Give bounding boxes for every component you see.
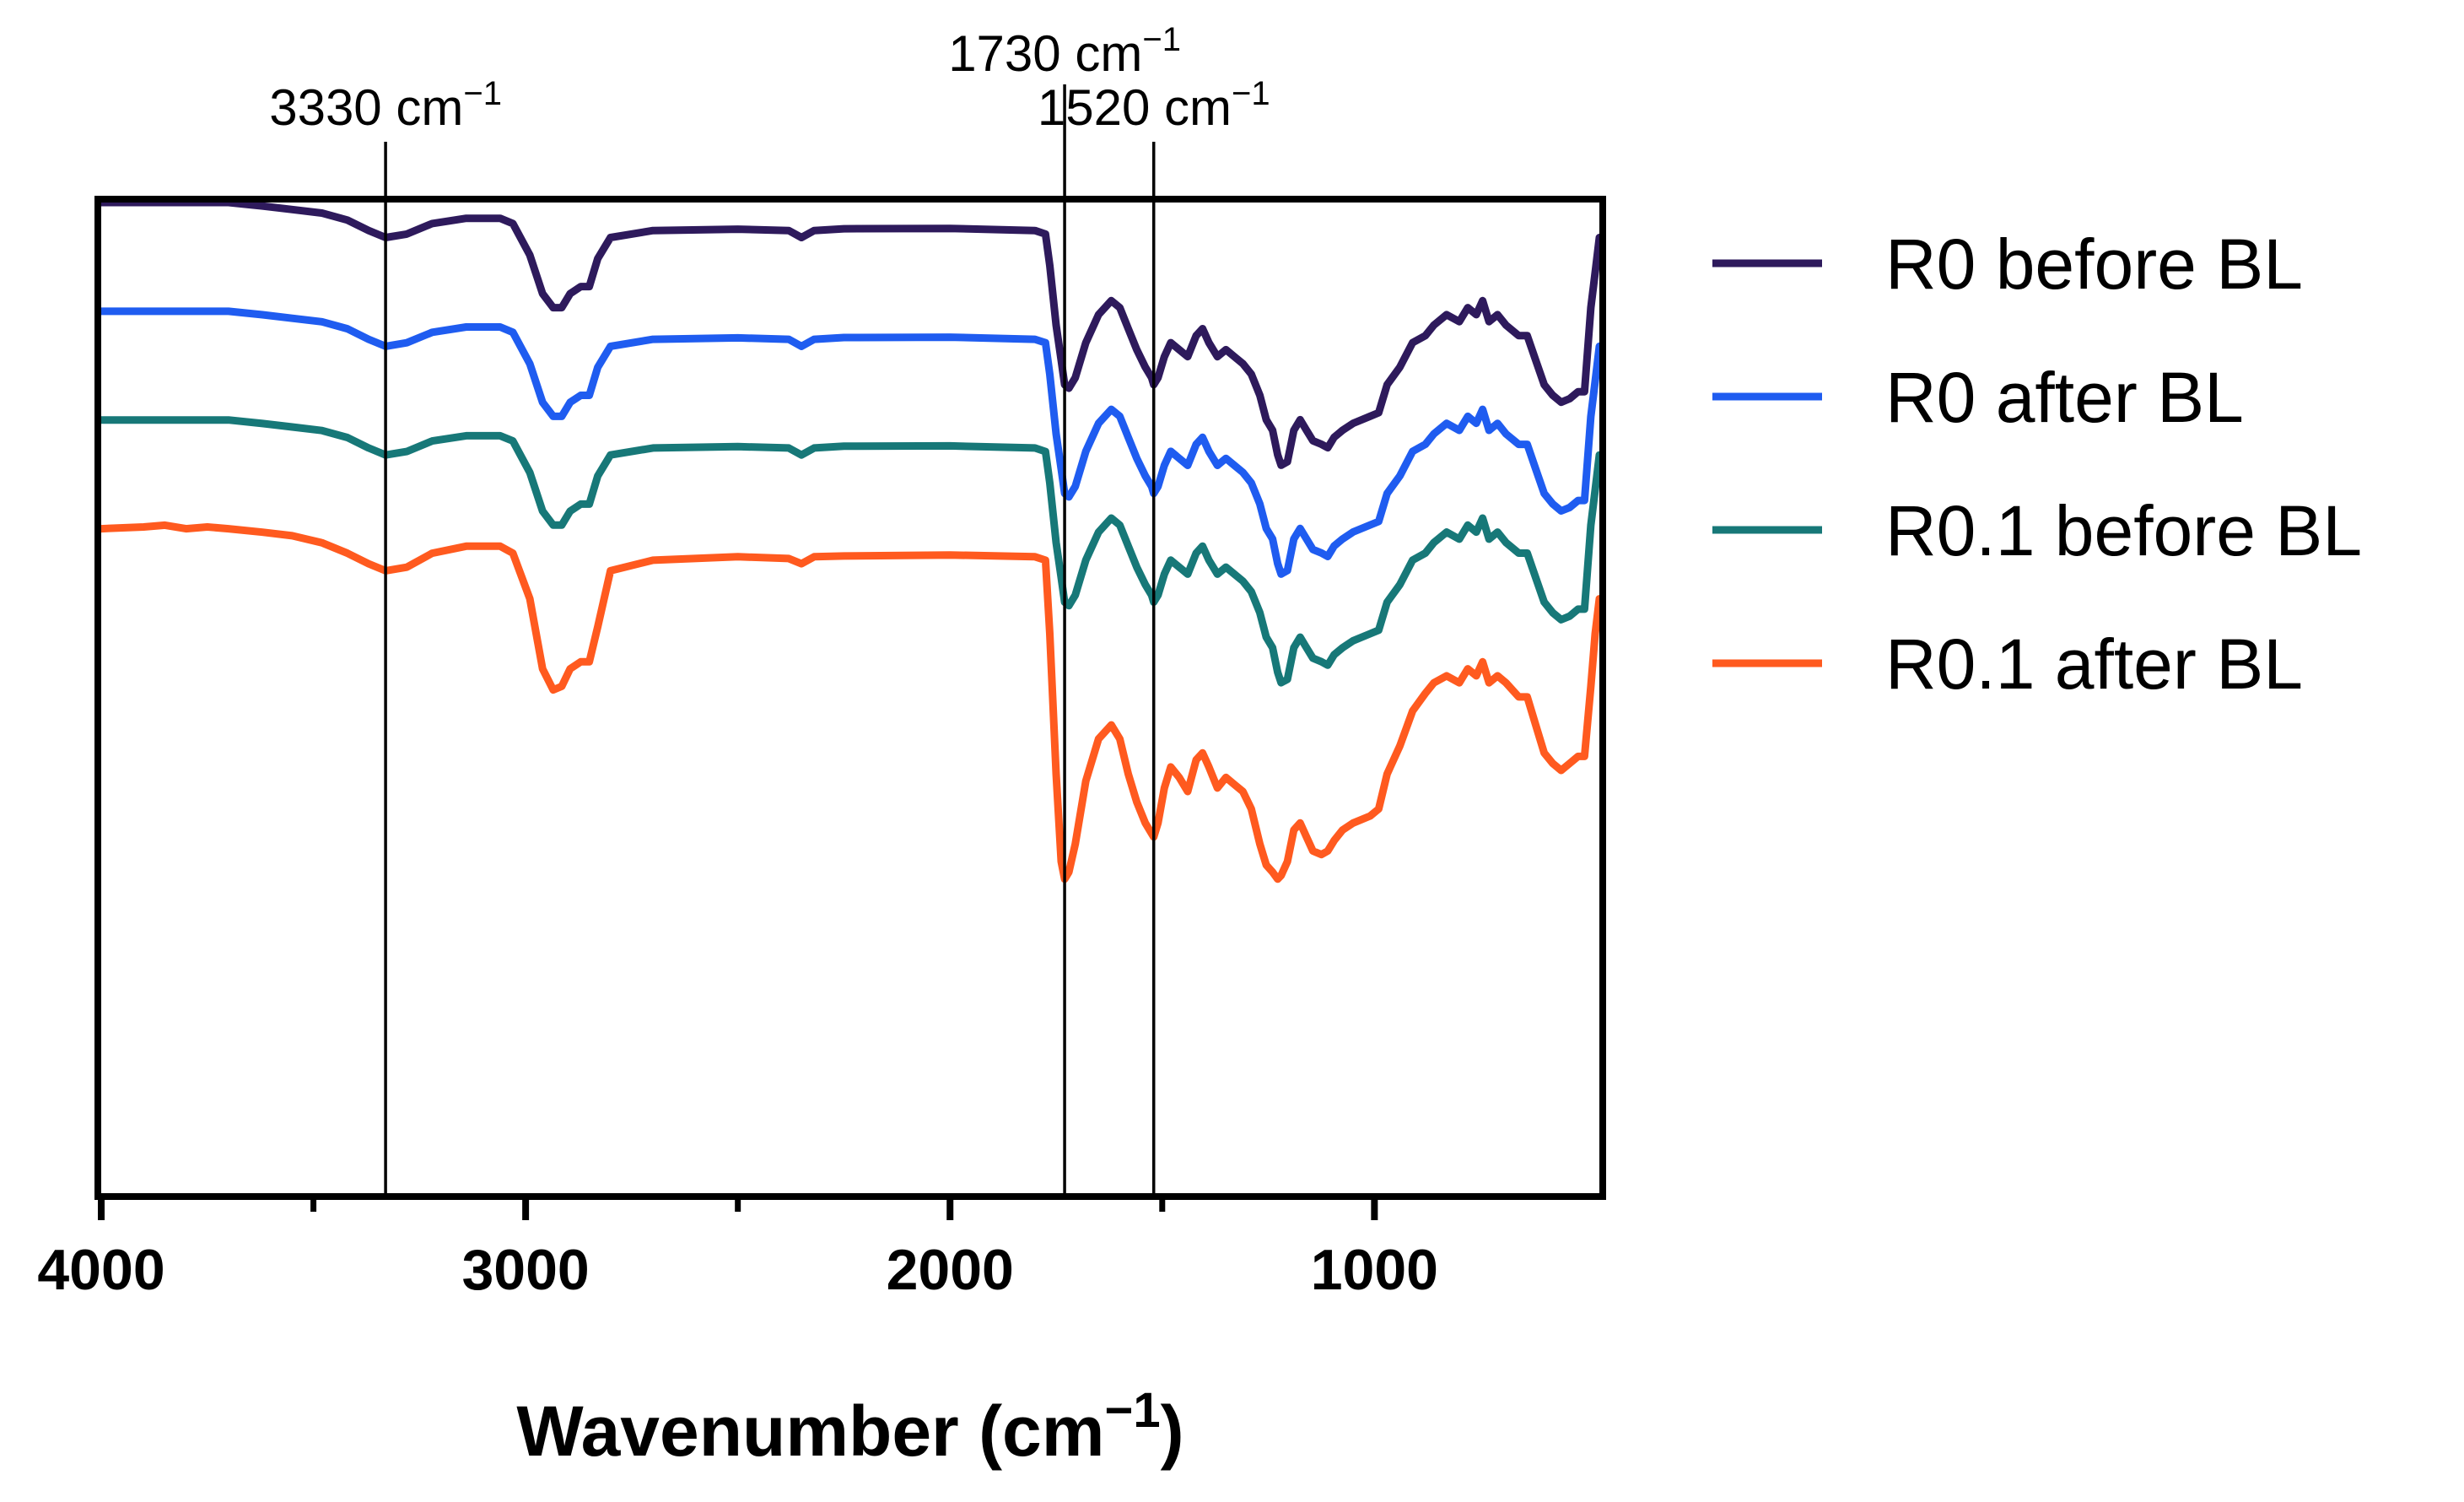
legend-item-1: R0 before BL bbox=[1712, 224, 2303, 304]
x-tick-label-4000: 4000 bbox=[37, 1238, 164, 1302]
annotation-label-3330: 3330 cm−1 bbox=[269, 75, 502, 136]
legend-item-2: R0 after BL bbox=[1712, 358, 2244, 437]
series-line-4 bbox=[97, 521, 1604, 883]
x-axis-title-base: Wavenumber (cm bbox=[516, 1391, 1104, 1471]
legend-label: R0 after BL bbox=[1885, 358, 2244, 437]
x-tick-label-3000: 3000 bbox=[461, 1238, 589, 1302]
legend: R0 before BL R0 after BL R0.1 before BL R0.… bbox=[1712, 224, 2362, 704]
annotation-label-1520: 1520 cm−1 bbox=[1038, 75, 1270, 136]
series-line-1 bbox=[97, 198, 1604, 469]
x-axis-title: Wavenumber (cm−1) bbox=[516, 1383, 1183, 1471]
x-tick-label-2000: 2000 bbox=[887, 1238, 1014, 1302]
legend-label: R0.1 after BL bbox=[1885, 624, 2303, 704]
series-line-3 bbox=[97, 416, 1604, 687]
x-axis: 4000 3000 2000 1000 bbox=[37, 1197, 1438, 1302]
x-axis-title-sup: −1 bbox=[1104, 1383, 1160, 1438]
series-layer bbox=[97, 198, 1604, 883]
legend-item-3: R0.1 before BL bbox=[1712, 491, 2362, 570]
annotation-label-1730: 1730 cm−1 bbox=[948, 21, 1181, 82]
plot-frame bbox=[94, 196, 1606, 1200]
legend-label: R0.1 before BL bbox=[1885, 491, 2362, 570]
series-line-2 bbox=[97, 307, 1604, 578]
x-tick-label-1000: 1000 bbox=[1311, 1238, 1438, 1302]
legend-label: R0 before BL bbox=[1885, 224, 2303, 304]
x-axis-title-close: ) bbox=[1161, 1391, 1184, 1471]
legend-item-4: R0.1 after BL bbox=[1712, 624, 2303, 704]
